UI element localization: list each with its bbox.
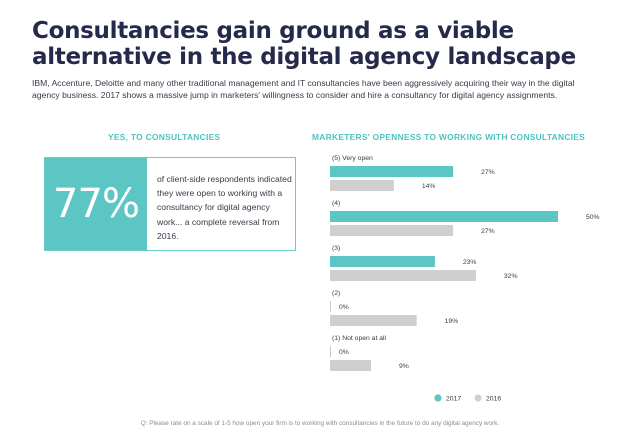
data-label-2016: 27%: [481, 228, 495, 235]
data-label-2017: 50%: [586, 214, 600, 221]
survey-question-footnote: Q: Please rate on a scale of 1-5 how ope…: [140, 420, 500, 427]
legend-label-2017: 2017: [446, 396, 461, 403]
bar-2016: [330, 315, 417, 326]
category-label: (2): [332, 290, 340, 297]
title-line-2: alternative in the digital agency landsc…: [32, 44, 576, 70]
data-label-2016: 19%: [445, 318, 459, 325]
data-label-2016: 14%: [422, 183, 436, 190]
bar-2017: [330, 256, 435, 267]
data-label-2016: 32%: [504, 273, 518, 280]
bar-2016: [330, 270, 476, 281]
bar-2016: [330, 180, 394, 191]
title-line-1: Consultancies gain ground as a viable: [32, 18, 514, 44]
bar-2016: [330, 360, 372, 371]
bar-2016: [330, 225, 454, 236]
stat-highlight-panel: [45, 158, 147, 250]
bar-2017: [330, 166, 454, 177]
legend-label-2016: 2016: [486, 396, 501, 403]
category-label: (5) Very open: [332, 155, 373, 162]
legend-swatch-2017: [434, 394, 442, 402]
left-section-heading: YES, TO CONSULTANCIES: [108, 132, 221, 142]
data-label-2016: 9%: [399, 363, 409, 370]
page-title: Consultancies gain ground as a viable al…: [32, 18, 622, 70]
stat-description: of client-side respondents indicated the…: [157, 174, 292, 241]
category-label: (3): [332, 245, 340, 252]
bar-2017: [330, 211, 558, 222]
intro-paragraph: IBM, Accenture, Deloitte and many other …: [32, 78, 575, 100]
data-label-2017: 0%: [339, 349, 349, 356]
legend-swatch-2016: [474, 394, 482, 402]
data-label-2017: 23%: [463, 259, 477, 266]
data-label-2017: 0%: [339, 304, 349, 311]
right-section-heading: MARKETERS' OPENNESS TO WORKING WITH CONS…: [312, 132, 586, 142]
category-label: (4): [332, 200, 340, 207]
data-label-2017: 27%: [481, 169, 495, 176]
category-label: (1) Not open at all: [332, 335, 387, 342]
stat-percentage: 77%: [53, 181, 140, 227]
stat-callout-box: 77% of client-side respondents indicated…: [44, 157, 296, 251]
